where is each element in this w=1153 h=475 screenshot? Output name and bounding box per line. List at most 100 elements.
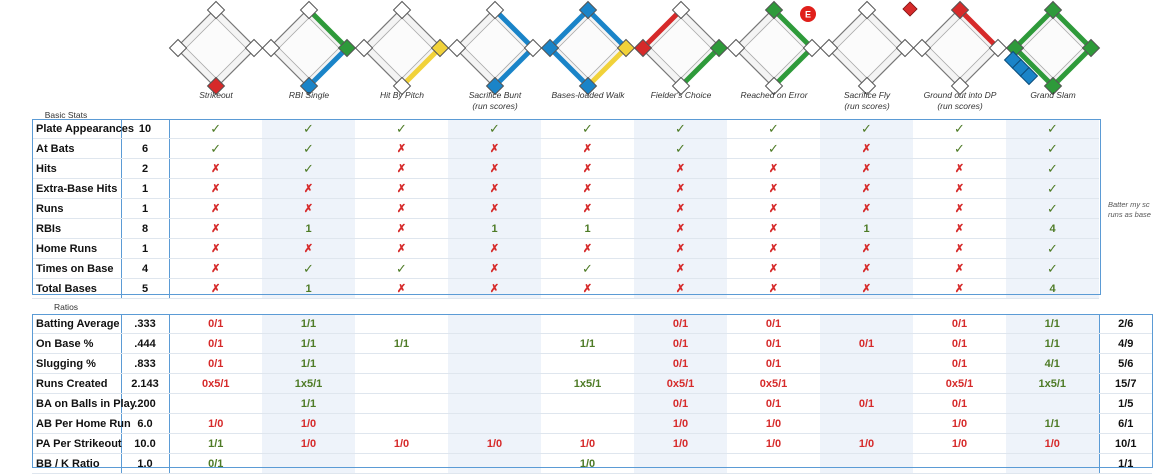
- cross-icon: ✗: [675, 283, 686, 295]
- stat-value: 0/1: [951, 317, 968, 330]
- stat-value: 1/0: [765, 417, 782, 430]
- third-base: [633, 38, 653, 58]
- stat-value: 1/0: [208, 417, 224, 430]
- cross-icon: ✗: [675, 243, 686, 255]
- cross-icon: ✗: [768, 223, 779, 235]
- row-label: Runs Created: [32, 373, 122, 394]
- diamond-8: [819, 0, 918, 96]
- check-icon: ✓: [1047, 260, 1058, 276]
- check-icon: ✓: [303, 160, 314, 176]
- row-label: BB / K Ratio: [32, 453, 122, 474]
- stat-value: 1/1: [300, 397, 317, 410]
- row-total: 6.0: [121, 413, 170, 434]
- third-base: [819, 38, 839, 58]
- check-icon: ✓: [768, 120, 779, 136]
- cross-icon: ✗: [675, 163, 686, 175]
- row-total: 1: [121, 238, 170, 259]
- cross-icon: ✗: [861, 263, 872, 275]
- play-subtitle: (run scores): [472, 101, 518, 111]
- play-name: Reached on Error: [740, 90, 808, 100]
- cross-icon: ✗: [954, 163, 965, 175]
- home-base: [485, 76, 505, 96]
- cross-icon: ✗: [211, 183, 221, 195]
- stat-value: 1/0: [300, 437, 317, 450]
- home-base: [578, 76, 598, 96]
- row-summary: 1/5: [1098, 393, 1152, 414]
- cross-icon: ✗: [861, 143, 872, 155]
- row-label: Extra-Base Hits: [32, 178, 122, 199]
- table-row: Batting Average .333 0/1 1/1 0/1 0/1 0/1 1/1 2/6: [32, 314, 1152, 334]
- play-label-6: Fielder's Choice: [634, 90, 728, 101]
- ratios-table: Batting Average .333 0/1 1/1 0/1 0/1 0/1 1/1 2/6…: [32, 314, 1152, 474]
- cross-icon: ✗: [582, 203, 593, 215]
- stat-value: 1/0: [486, 437, 503, 450]
- stat-value: 1: [863, 222, 870, 235]
- side-note-line-1: Batter my sc: [1108, 200, 1150, 209]
- stat-value: 0x5/1: [759, 377, 788, 390]
- play-label-4: Sacrifice Bunt (run scores): [448, 90, 542, 112]
- check-icon: ✓: [396, 260, 407, 276]
- cross-icon: ✗: [396, 163, 407, 175]
- home-base: [764, 76, 784, 96]
- cross-icon: ✗: [211, 203, 221, 215]
- diamond-5: [540, 0, 636, 96]
- first-base: [337, 38, 357, 58]
- play-name: Hit By Pitch: [380, 90, 424, 100]
- cross-icon: ✗: [954, 243, 965, 255]
- stat-value: 0/1: [208, 317, 224, 330]
- play-subtitle: (run scores): [844, 101, 890, 111]
- table-row: Plate Appearances 10 ✓ ✓ ✓ ✓ ✓ ✓ ✓ ✓ ✓ ✓: [32, 119, 1099, 139]
- row-label: AB Per Home Run: [32, 413, 131, 434]
- first-base: [430, 38, 450, 58]
- play-label-3: Hit By Pitch: [355, 90, 449, 101]
- row-label: Home Runs: [32, 238, 122, 259]
- cross-icon: ✗: [211, 223, 221, 235]
- play-name: Sacrifice Bunt: [468, 90, 522, 100]
- row-total: 10.0: [121, 433, 170, 454]
- diamond-4: [447, 0, 543, 96]
- stat-value: 0/1: [858, 337, 875, 350]
- cross-icon: ✗: [768, 183, 779, 195]
- cross-icon: ✗: [303, 183, 314, 195]
- third-base: [726, 38, 746, 58]
- check-icon: ✓: [303, 120, 314, 136]
- first-base: [709, 38, 729, 58]
- first-base: [895, 38, 915, 58]
- play-name: RBI Single: [288, 90, 330, 100]
- cross-icon: ✗: [489, 183, 500, 195]
- third-base: [912, 38, 932, 58]
- stat-value: 1/0: [858, 437, 875, 450]
- row-label: Plate Appearances: [32, 119, 134, 139]
- check-icon: ✓: [1047, 240, 1058, 256]
- table-row: BA on Balls in Play .200 1/1 0/1 0/1 0/1 0/1 1/…: [32, 393, 1152, 414]
- diamond-1: [168, 0, 264, 96]
- cross-icon: ✗: [396, 203, 407, 215]
- home-base: [671, 76, 691, 96]
- stat-value: 0/1: [765, 397, 782, 410]
- check-icon: ✓: [210, 140, 222, 156]
- row-total: 4: [121, 258, 170, 279]
- cross-icon: ✗: [582, 143, 593, 155]
- cross-icon: ✗: [489, 143, 500, 155]
- cross-icon: ✗: [582, 283, 593, 295]
- check-icon: ✓: [1047, 180, 1058, 196]
- second-base: [206, 0, 226, 20]
- stat-value: 0x5/1: [945, 377, 974, 390]
- cross-icon: ✗: [675, 203, 686, 215]
- cross-icon: ✗: [768, 243, 779, 255]
- row-label: BA on Balls in Play: [32, 393, 136, 414]
- row-total: .833: [121, 353, 170, 374]
- stat-value: 0/1: [208, 337, 224, 350]
- diamond-10: [1003, 0, 1101, 96]
- table-row: On Base % .444 0/1 1/1 1/1 1/1 0/1 0/1 0/1 0/1 1/1…: [32, 333, 1152, 354]
- row-label: Hits: [32, 158, 122, 179]
- cross-icon: ✗: [861, 163, 872, 175]
- basic-stats-table: Plate Appearances 10 ✓ ✓ ✓ ✓ ✓ ✓ ✓ ✓ ✓ ✓ At Bats 6 ✓ ✓ ✗…: [32, 119, 1099, 299]
- check-icon: ✓: [675, 120, 686, 136]
- stat-value: 1: [584, 222, 591, 235]
- play-name: Sacrifice Fly: [843, 90, 891, 100]
- row-total: .200: [121, 393, 170, 414]
- cross-icon: ✗: [582, 243, 593, 255]
- table-row: Home Runs 1 ✗ ✗ ✗ ✗ ✗ ✗ ✗ ✗ ✗ ✓: [32, 238, 1099, 259]
- play-name: Fielder's Choice: [650, 90, 712, 100]
